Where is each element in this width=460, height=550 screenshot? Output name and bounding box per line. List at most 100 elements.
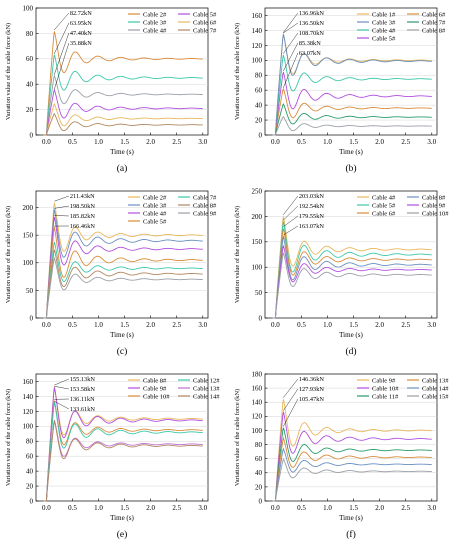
series-line-4	[272, 236, 432, 319]
peak-annotation: 198.50kN	[70, 203, 95, 210]
peak-annotation: 136.11kN	[70, 396, 95, 403]
x-tick-label: 0.5	[68, 321, 77, 329]
x-axis-label: Time (s)	[339, 514, 363, 522]
legend-entry: Cable 2#	[143, 11, 167, 18]
series-line-7	[43, 256, 203, 319]
annotation-leader	[54, 195, 69, 202]
y-tick-label: 100	[252, 57, 263, 65]
series-line-5	[43, 241, 203, 319]
y-tick-label: 0	[259, 497, 263, 505]
series-line-5	[272, 245, 432, 319]
legend-entry: Cable 6#	[422, 11, 446, 18]
x-tick-label: 0.5	[68, 138, 77, 146]
y-tick-label: 120	[252, 42, 263, 50]
peak-annotation: 192.54kN	[299, 203, 324, 210]
series-line-6	[43, 249, 203, 319]
x-tick-label: 0.5	[68, 504, 77, 512]
peak-annotation: 82.72kN	[70, 10, 92, 17]
x-tick-label: 1.5	[349, 138, 358, 146]
peak-annotation: 35.88kN	[70, 40, 92, 47]
annotation-leader	[54, 378, 69, 386]
y-tick-label: 0	[30, 314, 34, 322]
legend-entry: Cable 10#	[422, 210, 449, 217]
series-line-3	[272, 228, 432, 319]
legend-entry: Cable 4#	[372, 27, 396, 34]
annotation-leader	[283, 12, 299, 33]
y-axis-label: Variation value of the cable force (kN)	[5, 206, 12, 303]
legend-entry: Cable 5#	[372, 202, 396, 209]
y-tick-label: 50	[26, 287, 34, 295]
y-tick-label: 140	[23, 393, 34, 401]
annotation-leader	[283, 22, 298, 34]
x-tick-label: 2.5	[401, 504, 410, 512]
series-line-2	[272, 221, 432, 319]
y-tick-label: 140	[252, 27, 263, 35]
x-tick-label: 0.5	[297, 504, 306, 512]
annotation-leader	[283, 388, 299, 411]
x-tick-label: 2.5	[172, 504, 181, 512]
y-tick-label: 50	[255, 289, 263, 297]
x-tick-label: 2.5	[172, 138, 181, 146]
series-line-1	[272, 399, 432, 502]
x-tick-label: 0.5	[297, 138, 306, 146]
series-line-6	[272, 103, 432, 136]
chart-panel-1: 0 20 40 60 80 100 0.0 0.5 1.0 1.5 2.0 2.5 3.0 Time (s…	[5, 4, 217, 174]
y-axis-label: Variation value of the cable force (kN)	[234, 389, 241, 486]
x-axis-label: Time (s)	[110, 514, 134, 522]
legend-entry: Cable 13#	[193, 385, 220, 392]
series-line-4	[272, 436, 432, 502]
x-tick-label: 2.0	[375, 504, 384, 512]
y-tick-label: 80	[255, 441, 263, 449]
panel-label: (b)	[345, 163, 356, 174]
annotation-leader	[283, 42, 299, 72]
legend-entry: Cable 4#	[143, 27, 167, 34]
y-tick-label: 160	[252, 12, 263, 20]
legend-entry: Cable 10#	[372, 385, 399, 392]
series-line-2	[43, 209, 203, 319]
legend-entry: Cable 6#	[193, 19, 217, 26]
series-line-1	[272, 216, 432, 319]
x-tick-label: 1.0	[94, 321, 103, 329]
legend-entry: Cable 3#	[143, 19, 167, 26]
legend-entry: Cable 10#	[143, 393, 170, 400]
x-tick-label: 1.0	[323, 321, 332, 329]
peak-annotation: 85.38kN	[299, 40, 321, 47]
peak-annotation: 166.46kN	[70, 223, 95, 230]
y-tick-label: 0	[259, 314, 263, 322]
annotation-leader	[283, 32, 299, 54]
chart-panel-6: 0 20 40 60 80 100 120 140 160 180 0.0 0.5 1.0 1.5 2.0 2…	[234, 370, 449, 540]
peak-annotation: 185.82kN	[70, 213, 95, 220]
series-line-1	[43, 31, 203, 136]
legend-entry: Cable 5#	[372, 35, 396, 42]
annotation-leader	[283, 215, 298, 227]
peak-annotation: 146.36kN	[299, 376, 324, 383]
x-tick-label: 1.0	[94, 138, 103, 146]
series-line-5	[272, 447, 432, 502]
peak-annotation: 155.13kN	[70, 376, 95, 383]
legend-entry: Cable 13#	[422, 377, 449, 384]
legend-entry: Cable 15#	[422, 393, 449, 400]
legend-entry: Cable 7#	[422, 19, 446, 26]
series-line-3	[43, 400, 203, 502]
peak-annotation: 63.95kN	[70, 20, 92, 27]
y-tick-label: 40	[255, 102, 263, 110]
x-tick-label: 2.5	[401, 138, 410, 146]
x-tick-label: 2.0	[146, 321, 155, 329]
x-tick-label: 1.5	[120, 138, 129, 146]
y-tick-label: 160	[23, 378, 34, 386]
legend-entry: Cable 9#	[193, 210, 217, 217]
annotation-leader	[283, 378, 299, 398]
y-tick-label: 0	[30, 497, 34, 505]
x-tick-label: 2.0	[375, 321, 384, 329]
y-tick-label: 100	[252, 427, 263, 435]
peak-annotation: 108.70kN	[299, 30, 324, 37]
x-axis-label: Time (s)	[110, 148, 134, 156]
legend-entry: Cable 8#	[422, 194, 446, 201]
legend-entry: Cable 14#	[422, 385, 449, 392]
peak-annotation: 211.43kN	[70, 193, 95, 200]
series-line-2	[272, 411, 432, 502]
peak-annotation: 163.07kN	[299, 223, 324, 230]
annotation-leader	[54, 215, 69, 217]
annotation-leader	[283, 52, 299, 88]
y-tick-label: 80	[26, 30, 34, 38]
